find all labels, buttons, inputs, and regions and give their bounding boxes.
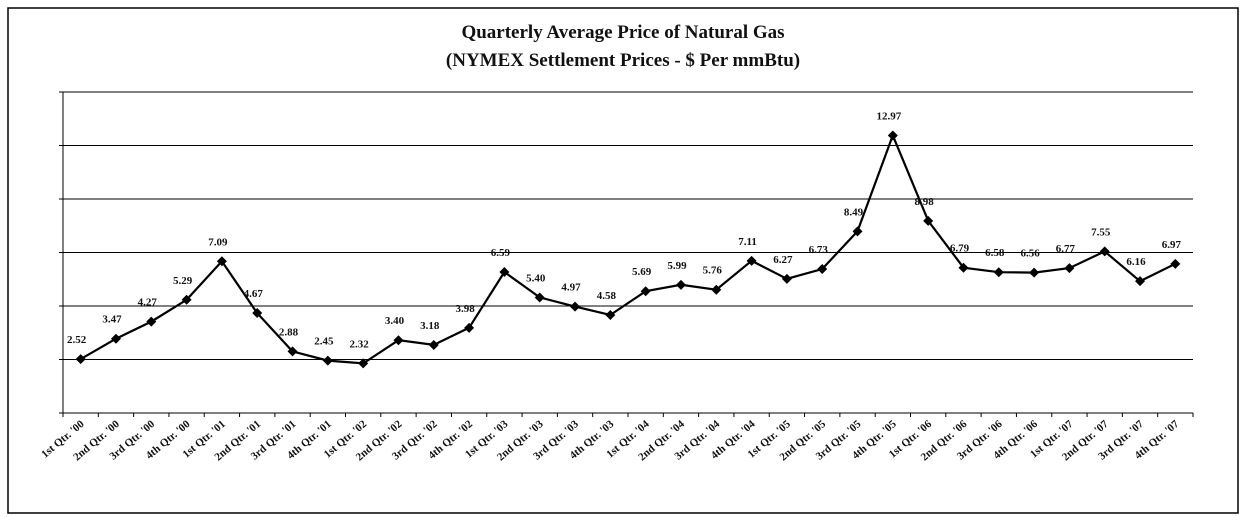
point: [711, 284, 722, 295]
point: [322, 355, 333, 366]
point: [393, 335, 404, 346]
value-label: 3.98: [455, 303, 475, 315]
value-label: 6.27: [773, 254, 793, 266]
point: [781, 273, 792, 284]
chart-frame: [7, 7, 1239, 514]
point: [675, 279, 686, 290]
point: [1029, 267, 1040, 278]
value-label: 6.56: [1020, 248, 1040, 260]
point: [993, 267, 1004, 278]
value-label: 4.27: [138, 297, 158, 309]
point: [605, 309, 616, 320]
value-label: 6.77: [1056, 243, 1076, 255]
point: [852, 226, 863, 237]
value-label: 2.52: [67, 334, 87, 346]
point: [923, 215, 934, 226]
point: [110, 333, 121, 344]
value-label: 2.32: [350, 338, 370, 350]
value-label: 8.98: [915, 196, 935, 208]
value-label: 4.97: [561, 282, 581, 294]
value-label: 5.40: [526, 272, 546, 284]
value-label: 3.47: [102, 314, 122, 326]
price-line: [80, 132, 1176, 365]
value-label: 7.11: [738, 236, 757, 248]
point: [570, 301, 581, 312]
chart-title: Quarterly Average Price of Natural Gas: [461, 22, 784, 43]
point: [216, 256, 227, 267]
point: [1064, 263, 1075, 274]
value-label: 2.45: [314, 336, 334, 348]
chart-subtitle: (NYMEX Settlement Prices - $ Per mmBtu): [446, 50, 800, 71]
point: [534, 292, 545, 303]
point: [287, 346, 298, 357]
point: [1170, 258, 1181, 269]
value-label: 3.18: [420, 320, 440, 332]
value-label: 7.55: [1091, 226, 1111, 238]
value-label: 6.59: [491, 247, 511, 259]
value-label: 5.29: [173, 275, 193, 287]
point: [75, 354, 86, 365]
value-label: 3.40: [385, 315, 405, 327]
point: [1099, 246, 1110, 257]
point: [958, 262, 969, 273]
point: [146, 316, 157, 327]
point: [640, 286, 651, 297]
value-label: 12.97: [876, 110, 901, 122]
point: [428, 339, 439, 350]
value-label: 6.79: [950, 243, 970, 255]
value-label: 6.16: [1126, 256, 1146, 268]
point: [1135, 276, 1146, 287]
point: [499, 266, 510, 277]
value-label: 7.09: [208, 236, 228, 248]
value-label: 5.76: [703, 265, 723, 277]
point: [358, 358, 369, 369]
point: [181, 294, 192, 305]
value-label: 6.58: [985, 247, 1005, 259]
point: [252, 308, 263, 319]
value-label: 6.73: [809, 244, 829, 256]
value-label: 8.49: [844, 206, 864, 218]
value-label: 4.58: [597, 290, 617, 302]
value-label: 4.67: [244, 288, 264, 300]
value-label: 2.88: [279, 326, 299, 338]
point: [887, 130, 898, 141]
point: [464, 322, 475, 333]
value-label: 5.69: [632, 266, 652, 278]
point: [817, 263, 828, 274]
value-label: 5.99: [667, 260, 687, 272]
value-label: 6.97: [1162, 239, 1182, 251]
point: [746, 255, 757, 266]
